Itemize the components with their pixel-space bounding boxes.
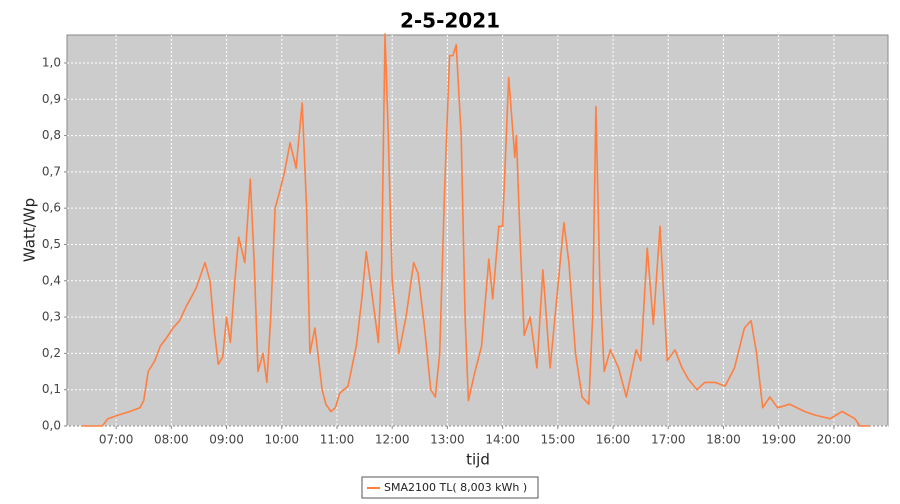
x-tick-label: 08:00 xyxy=(154,433,189,447)
y-axis-label: Watt/Wp xyxy=(21,198,39,262)
x-tick-label: 16:00 xyxy=(596,433,631,447)
plot-area xyxy=(66,34,889,427)
x-tick-label: 10:00 xyxy=(264,433,299,447)
x-tick-label: 07:00 xyxy=(99,433,134,447)
y-tick-label: 0,4 xyxy=(42,273,61,287)
legend-label: SMA2100 TL( 8,003 kWh ) xyxy=(384,481,527,494)
y-tick-label: 0,9 xyxy=(42,92,61,106)
x-tick-label: 17:00 xyxy=(651,433,686,447)
data-line xyxy=(81,33,870,427)
x-tick-label: 20:00 xyxy=(817,433,852,447)
y-tick-label: 0,0 xyxy=(42,419,61,433)
y-tick-label: 1,0 xyxy=(42,55,61,69)
chart-title: 2-5-2021 xyxy=(400,9,500,33)
y-tick-label: 0,7 xyxy=(42,164,61,178)
y-tick-label: 0,8 xyxy=(42,128,61,142)
x-tick-label: 18:00 xyxy=(706,433,741,447)
x-tick-label: 14:00 xyxy=(485,433,520,447)
x-tick-label: 13:00 xyxy=(430,433,465,447)
legend-box xyxy=(361,476,539,499)
y-tick-label: 0,6 xyxy=(42,201,61,215)
x-tick-label: 11:00 xyxy=(320,433,355,447)
y-tick-label: 0,3 xyxy=(42,310,61,324)
x-tick-label: 12:00 xyxy=(375,433,410,447)
y-tick-label: 0,1 xyxy=(42,382,61,396)
x-axis-label: tijd xyxy=(466,451,490,469)
x-tick-label: 09:00 xyxy=(209,433,244,447)
y-tick-label: 0,2 xyxy=(42,346,61,360)
x-tick-label: 15:00 xyxy=(541,433,576,447)
y-tick-label: 0,5 xyxy=(42,237,61,251)
x-tick-label: 19:00 xyxy=(761,433,796,447)
